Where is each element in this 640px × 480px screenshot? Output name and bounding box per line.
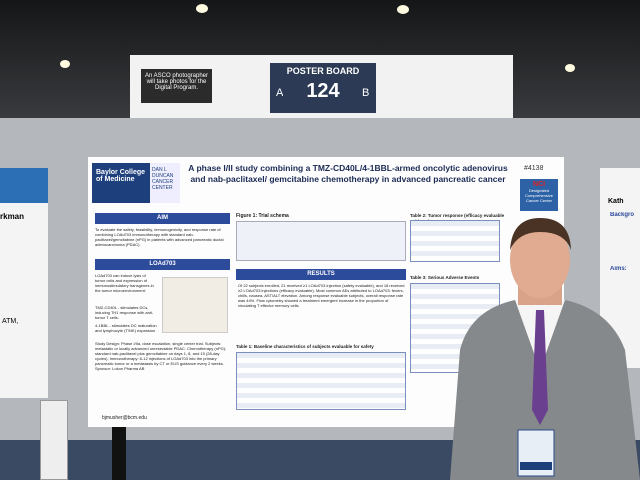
nci-logo: NCI Designated Comprehensive Cancer Cent…	[520, 179, 558, 211]
face	[510, 222, 570, 298]
table-1	[236, 352, 406, 410]
left-poster-text: rkman	[0, 212, 25, 221]
light	[196, 4, 208, 13]
presenter	[450, 218, 640, 480]
left-poster-band	[0, 168, 48, 203]
aim-header: AIM	[95, 213, 230, 224]
light	[397, 5, 409, 14]
email: bjmusher@bcm.edu	[102, 415, 147, 421]
tie	[532, 310, 548, 425]
load-bullet: 4-1BBL - stimulates DC maturation and ly…	[95, 323, 157, 333]
hair	[510, 218, 571, 250]
results-header: RESULTS	[236, 269, 406, 280]
load-header: LOAd703	[95, 259, 230, 270]
board-number-box: POSTER BOARD A 124 B	[270, 63, 376, 113]
side-a: A	[276, 87, 284, 99]
nci-mark: NCI	[532, 181, 546, 188]
table-caption: Table 3: Serious Adverse Events	[410, 275, 480, 280]
left-poster-text: ATM,	[2, 318, 19, 325]
left-poster: rkman ATM,	[0, 168, 48, 398]
light	[60, 60, 70, 68]
nci-text: Designated Comprehensive Cancer Center	[524, 188, 553, 203]
badge-stripe	[520, 462, 552, 470]
results-text: Of 22 subjects enrolled, 21 received ≥1 …	[238, 283, 405, 308]
brochure-stand	[40, 400, 68, 480]
table-caption: Table 1: Baseline characteristics of sub…	[236, 344, 374, 349]
aim-text: To evaluate the safety, feasibility, imm…	[95, 227, 224, 247]
duncan-logo: DAN L DUNCAN CANCER CENTER	[150, 163, 180, 203]
side-b: B	[362, 87, 370, 99]
poster: Baylor College of Medicine DAN L DUNCAN …	[88, 157, 564, 427]
mechanism-figure	[162, 277, 228, 333]
load-bullet: TMZ-CD40L - stimulates DCs, inducing TH1…	[95, 305, 154, 320]
load-text: LOAd703 can induce lysis of tumor cells …	[95, 273, 154, 293]
person-legs	[112, 427, 126, 480]
board-label: POSTER BOARD	[286, 66, 360, 76]
poster-id: #4138	[524, 165, 544, 172]
board-number: 124	[306, 80, 340, 102]
right-poster-text: Backgro	[610, 212, 635, 218]
trial-schema	[236, 221, 406, 261]
light	[565, 64, 575, 72]
photo-notice: An ASCO photographer will take photos fo…	[141, 69, 212, 103]
figure-caption: Figure 1: Trial schema	[236, 213, 289, 219]
poster-title: A phase I/II study combining a TMZ-CD40L…	[188, 163, 508, 185]
right-poster-text: Kath	[608, 198, 624, 205]
right-poster-text: Aims:	[610, 266, 627, 272]
baylor-logo: Baylor College of Medicine	[92, 163, 150, 203]
table-2	[410, 220, 500, 262]
study-design: Study Design: Phase I/IIa, dose escalati…	[95, 341, 227, 371]
